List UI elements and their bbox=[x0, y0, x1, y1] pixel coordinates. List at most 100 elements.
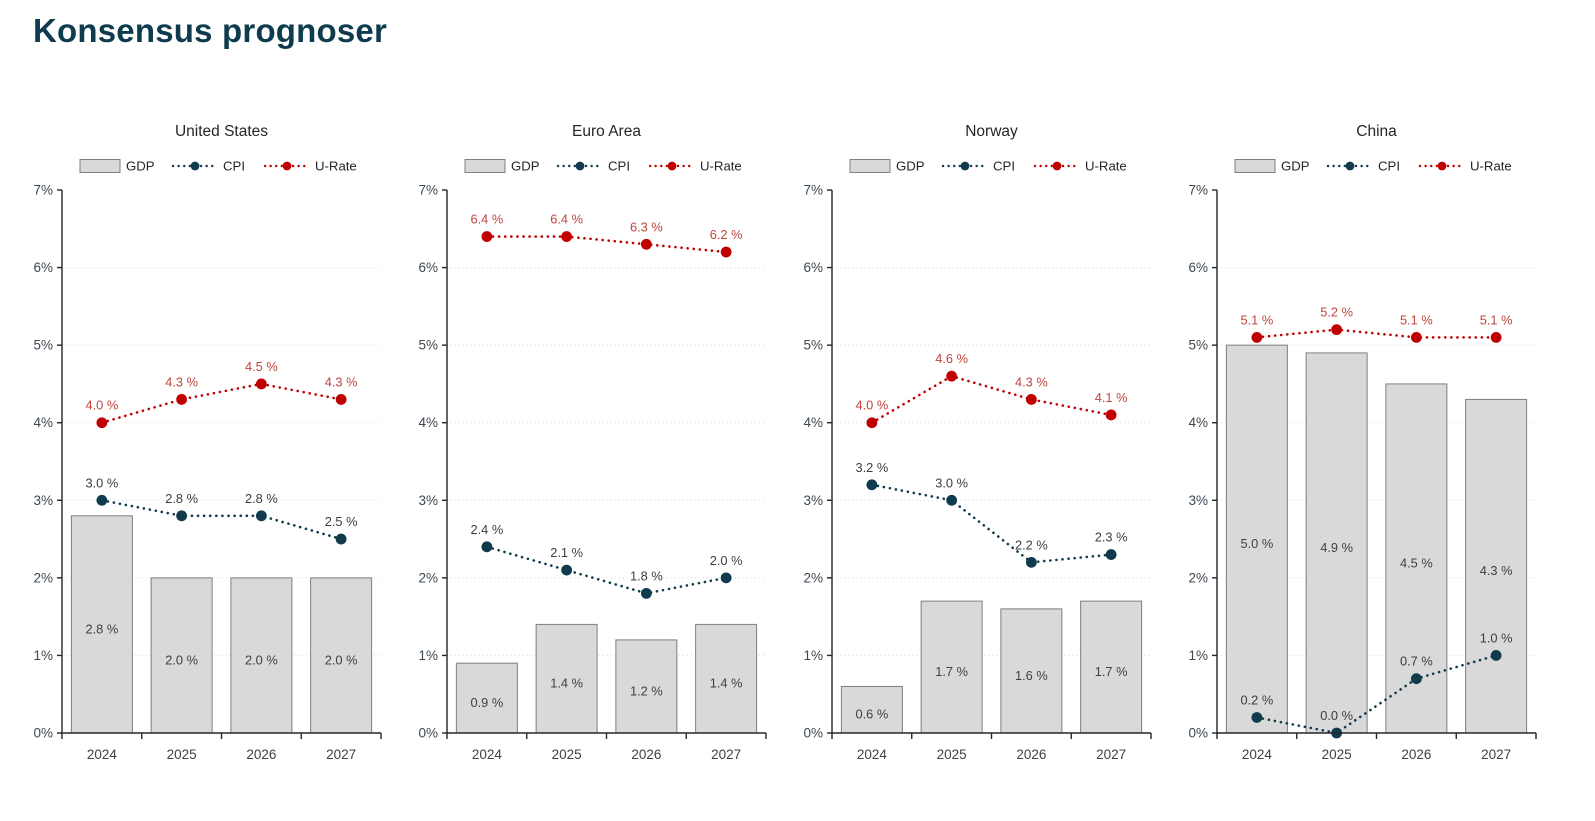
cpi-value-label: 2.8 % bbox=[245, 491, 278, 506]
urate-marker bbox=[640, 238, 652, 250]
cpi-value-label: 2.0 % bbox=[710, 553, 743, 568]
urate-value-label: 4.3 % bbox=[325, 374, 358, 389]
urate-line bbox=[485, 235, 728, 254]
gdp-bar-label: 2.8 % bbox=[86, 621, 119, 636]
x-category-label: 2025 bbox=[937, 747, 967, 762]
urate-line bbox=[870, 374, 1113, 425]
y-tick-label: 3% bbox=[803, 493, 823, 508]
x-category-label: 2024 bbox=[472, 747, 503, 762]
legend-urate-label: U-Rate bbox=[1470, 159, 1512, 174]
chart-euro-area: Euro Area GDP CPI U-Rate 0.9 % 1.4 % 1.2 % 1.4 … bbox=[418, 123, 767, 762]
urate-marker bbox=[1251, 331, 1263, 343]
y-tick-label: 5% bbox=[803, 338, 823, 353]
urate-marker bbox=[335, 394, 347, 405]
y-tick-label: 7% bbox=[33, 183, 53, 198]
x-category-label: 2024 bbox=[87, 747, 118, 762]
urate-value-label: 6.2 % bbox=[710, 227, 743, 242]
urate-value-label: 4.6 % bbox=[935, 351, 968, 366]
y-tick-label: 3% bbox=[418, 493, 438, 508]
cpi-line bbox=[485, 545, 728, 595]
gdp-bar bbox=[310, 577, 373, 734]
panel-title: China bbox=[1356, 123, 1397, 140]
x-category-label: 2026 bbox=[1401, 747, 1431, 762]
cpi-marker bbox=[1410, 673, 1422, 685]
urate-value-label: 4.0 % bbox=[86, 398, 119, 413]
cpi-value-label: 0.0 % bbox=[1320, 708, 1353, 723]
x-category-label: 2025 bbox=[1322, 747, 1352, 762]
urate-line bbox=[100, 382, 343, 425]
urate-marker bbox=[255, 378, 267, 390]
urate-value-label: 5.2 % bbox=[1320, 305, 1353, 320]
panel-title: Norway bbox=[965, 123, 1018, 140]
charts-row: United States GDP CPI U-Rate 2.8 % 2.0 % 2.0 %… bbox=[0, 118, 1595, 778]
cpi-value-label: 2.1 % bbox=[550, 545, 583, 560]
gdp-bar bbox=[695, 623, 758, 734]
y-tick-label: 6% bbox=[33, 260, 53, 275]
urate-marker bbox=[561, 231, 573, 242]
legend-gdp-swatch bbox=[849, 159, 891, 173]
chart-norway: Norway GDP CPI U-Rate 0.6 % 1.7 % 1.6 % 1.7 % 3.… bbox=[803, 123, 1152, 762]
urate-value-label: 5.1 % bbox=[1241, 312, 1274, 327]
y-tick-label: 1% bbox=[803, 648, 823, 663]
cpi-marker bbox=[1025, 556, 1037, 568]
cpi-value-label: 0.2 % bbox=[1241, 692, 1274, 707]
gdp-bar-label: 1.2 % bbox=[630, 683, 663, 698]
cpi-marker bbox=[561, 564, 573, 576]
cpi-marker bbox=[96, 494, 108, 506]
legend: GDP CPI U-Rate bbox=[849, 159, 1127, 174]
panel-title: Euro Area bbox=[572, 123, 641, 140]
y-tick-label: 7% bbox=[1188, 183, 1208, 198]
y-tick-label: 4% bbox=[418, 415, 438, 430]
x-category-label: 2027 bbox=[1481, 747, 1511, 762]
urate-line bbox=[1255, 328, 1498, 339]
y-tick-label: 0% bbox=[1188, 726, 1208, 741]
y-tick-label: 6% bbox=[418, 260, 438, 275]
x-category-label: 2024 bbox=[1242, 747, 1273, 762]
cpi-line bbox=[100, 498, 343, 541]
gdp-bar-label: 5.0 % bbox=[1241, 536, 1274, 551]
panel-title: United States bbox=[175, 123, 268, 140]
legend-cpi-marker bbox=[190, 161, 200, 171]
legend-gdp-swatch bbox=[464, 159, 506, 173]
y-tick-label: 2% bbox=[803, 570, 823, 585]
legend-gdp-swatch bbox=[79, 159, 121, 173]
urate-value-label: 6.3 % bbox=[630, 219, 663, 234]
y-tick-label: 1% bbox=[418, 648, 438, 663]
chart-panel-china: China GDP CPI U-Rate 5.0 % 4.9 % 4.5 % 4.3 % 0.2… bbox=[1161, 118, 1546, 778]
y-tick-label: 3% bbox=[1188, 493, 1208, 508]
legend-gdp-label: GDP bbox=[126, 159, 155, 174]
gdp-bar-label: 2.0 % bbox=[165, 652, 198, 667]
urate-marker bbox=[96, 417, 108, 429]
cpi-value-label: 3.0 % bbox=[86, 475, 119, 490]
gdp-bar-label: 0.9 % bbox=[471, 695, 504, 710]
legend-urate-marker bbox=[667, 161, 677, 171]
chart-united-states: United States GDP CPI U-Rate 2.8 % 2.0 % 2.0 %… bbox=[33, 123, 382, 762]
y-tick-label: 3% bbox=[33, 493, 53, 508]
gdp-bar-label: 1.7 % bbox=[1095, 664, 1128, 679]
legend-cpi-marker bbox=[1345, 161, 1355, 171]
x-category-label: 2027 bbox=[326, 747, 356, 762]
y-tick-label: 1% bbox=[1188, 648, 1208, 663]
x-category-label: 2026 bbox=[246, 747, 276, 762]
cpi-marker bbox=[176, 510, 188, 522]
y-tick-label: 7% bbox=[418, 183, 438, 198]
urate-marker bbox=[481, 231, 493, 242]
cpi-value-label: 2.5 % bbox=[325, 514, 358, 529]
legend-cpi-label: CPI bbox=[993, 159, 1015, 174]
legend-gdp-label: GDP bbox=[511, 159, 540, 174]
cpi-marker bbox=[335, 533, 347, 545]
legend-urate-marker bbox=[1052, 161, 1062, 171]
y-tick-label: 2% bbox=[33, 570, 53, 585]
gdp-bar bbox=[1000, 608, 1063, 734]
chart-panel-united-states: United States GDP CPI U-Rate 2.8 % 2.0 % 2.0 %… bbox=[6, 118, 391, 778]
gdp-bar-label: 1.4 % bbox=[550, 676, 583, 691]
urate-marker bbox=[1105, 409, 1117, 421]
x-category-label: 2027 bbox=[711, 747, 741, 762]
cpi-value-label: 0.7 % bbox=[1400, 654, 1433, 669]
legend: GDP CPI U-Rate bbox=[1234, 159, 1512, 174]
urate-marker bbox=[866, 417, 878, 429]
x-category-label: 2025 bbox=[167, 747, 197, 762]
urate-value-label: 4.1 % bbox=[1095, 390, 1128, 405]
urate-value-label: 4.5 % bbox=[245, 359, 278, 374]
urate-value-label: 4.3 % bbox=[165, 374, 198, 389]
